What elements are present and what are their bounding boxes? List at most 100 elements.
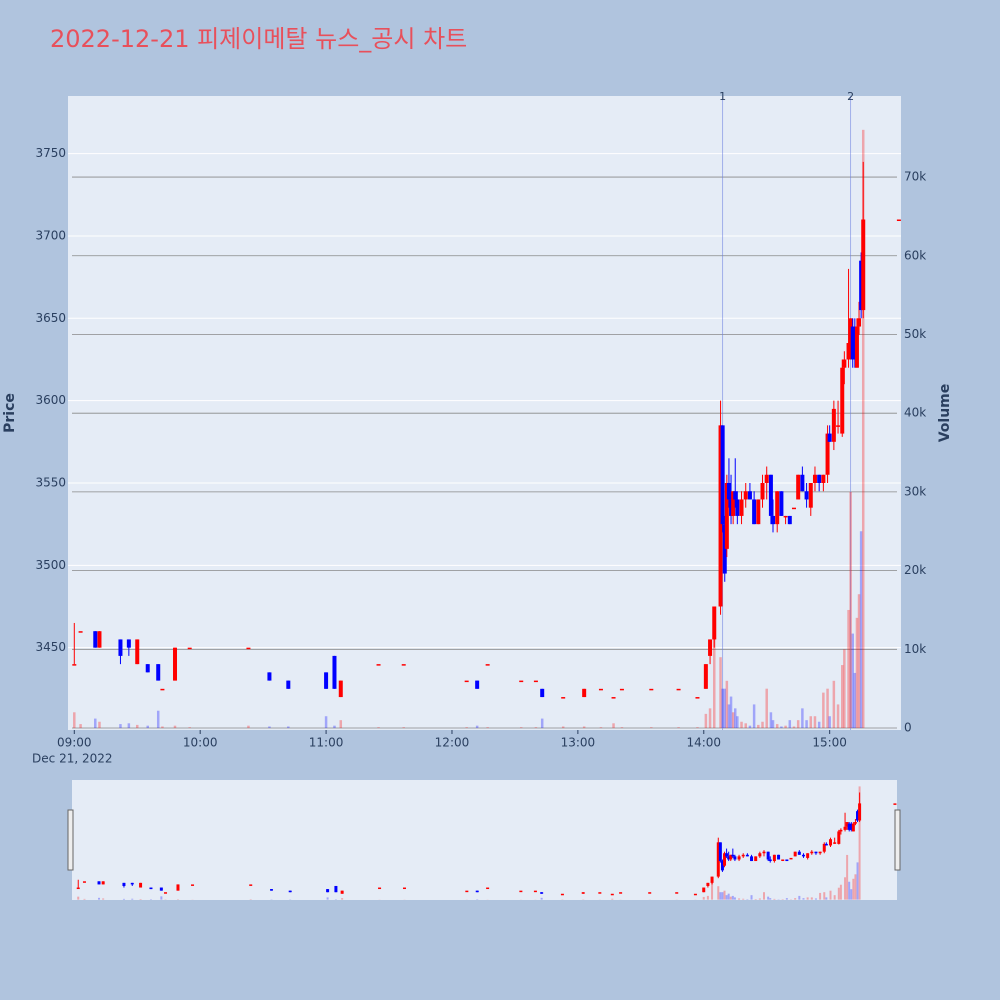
volume-bar [826, 688, 829, 729]
volume-bar [836, 704, 840, 729]
volume-bar [729, 696, 733, 729]
volume-bar [723, 890, 726, 900]
candle-body [619, 688, 624, 691]
candle-body [777, 854, 781, 860]
volume-bar [122, 898, 125, 900]
volume-bar [721, 688, 724, 729]
candle-body [852, 326, 857, 360]
volume-bar [725, 680, 729, 729]
range-handle-right[interactable] [894, 809, 901, 871]
candle-body [824, 843, 828, 846]
y-tick-label: 3550 [35, 475, 66, 489]
y2-tick-label: 30k [904, 484, 926, 498]
candle-body [842, 359, 847, 368]
candle-body [804, 491, 809, 500]
y2-tick-label: 0 [904, 721, 912, 735]
candle-body [649, 688, 654, 691]
candle-body [159, 887, 163, 891]
candle-body [340, 890, 344, 894]
volume-bar [847, 609, 850, 729]
range-handle-left[interactable] [67, 809, 74, 871]
x-tick-label: 15:00 [812, 736, 847, 750]
candle-body [486, 887, 490, 890]
volume-bar [173, 725, 177, 729]
candle-body [135, 639, 140, 665]
candle-body [850, 326, 855, 360]
candle-body [724, 482, 729, 549]
candle-body [648, 892, 652, 894]
candle-body [733, 856, 737, 860]
candle-body [582, 688, 587, 698]
candle-body [812, 474, 817, 483]
candle-body [720, 425, 725, 525]
candle-body [338, 680, 343, 698]
volume-bar [773, 898, 776, 900]
candle-body [139, 882, 143, 888]
candle-body [118, 639, 123, 656]
volume-bar [832, 680, 836, 729]
y2-tick-label: 70k [904, 170, 926, 184]
volume-bar [814, 898, 817, 900]
candle-body [829, 839, 833, 846]
y-tick-label: 3500 [35, 558, 66, 572]
candle-body [475, 680, 480, 689]
candle-body [720, 861, 724, 871]
candle-body [785, 859, 789, 862]
candle-body [675, 892, 679, 894]
candle-body [745, 854, 749, 857]
candle-body [814, 851, 818, 854]
volume-bar [156, 710, 160, 729]
volume-bar [861, 129, 865, 729]
candle-body [611, 697, 616, 699]
candle-body [560, 893, 564, 896]
candle-body [831, 408, 836, 442]
candle-body [519, 890, 523, 893]
volume-bar [752, 704, 756, 729]
candle-body [561, 697, 566, 699]
candle-body [485, 664, 490, 666]
y-tick-label: 3750 [35, 146, 66, 160]
candle-body [818, 851, 822, 854]
volume-bar [785, 898, 788, 900]
candle-body [93, 631, 98, 648]
candle-body [781, 859, 785, 861]
volume-bar [788, 720, 792, 729]
range-slider[interactable] [72, 780, 897, 900]
volume-bar [733, 897, 736, 900]
candle-body [772, 854, 776, 862]
candle-body [722, 524, 727, 574]
volume-bar [844, 877, 847, 900]
volume-bar [858, 786, 861, 900]
candle-body [718, 842, 722, 862]
chart-title: 2022-12-21 피제이메탈 뉴스_공시 차트 [50, 25, 467, 53]
candle-body [187, 647, 192, 650]
candle-body [797, 851, 801, 855]
volume-bar [475, 725, 479, 729]
candle-body [858, 803, 862, 821]
volume-bar [287, 726, 290, 729]
volume-bar [717, 886, 720, 900]
candle-body [702, 887, 706, 893]
candle-body [246, 647, 251, 650]
candle-body [779, 491, 784, 516]
volume-bar [713, 633, 716, 729]
volume-bar [850, 889, 853, 900]
candle-body [752, 499, 757, 525]
candle-body [378, 887, 382, 890]
x-tick-label: 13:00 [561, 736, 596, 750]
y2-tick-label: 20k [904, 563, 926, 577]
candle-body [729, 854, 733, 860]
candle-body [847, 823, 851, 830]
volume-bar [833, 895, 836, 900]
volume-bar [780, 726, 783, 729]
candle-body [145, 664, 150, 673]
candle-body [848, 318, 853, 344]
candle-body [821, 474, 826, 483]
volume-bar [819, 892, 822, 900]
volume-bar [810, 897, 813, 900]
volume-bar [733, 708, 737, 729]
candle-body [758, 853, 762, 857]
candle-body [376, 664, 381, 666]
candle-body [126, 639, 131, 648]
volume-bar [727, 704, 731, 729]
